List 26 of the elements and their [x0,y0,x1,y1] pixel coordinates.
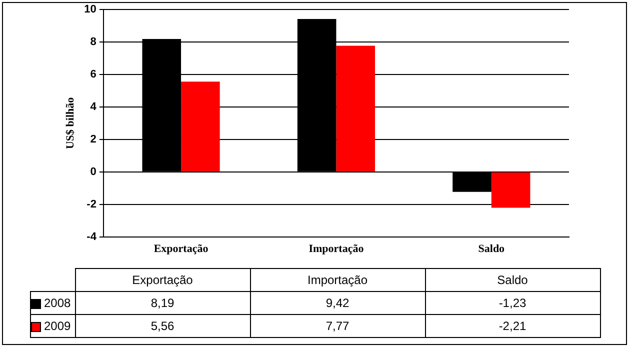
category-label: Exportação [132,273,193,287]
y-tick-label: 10 [84,4,96,16]
x-tick-label: Saldo [478,243,506,256]
x-tick-label: Exportação [154,243,209,256]
x-tick-label: Importação [308,243,364,256]
bar [181,82,220,172]
y-tick-label: 2 [90,133,96,146]
bar [336,46,376,172]
y-tick-label: 6 [90,68,96,81]
data-label: -1,23 [425,292,600,314]
data-label: 9,42 [250,292,425,314]
y-tick-label: 8 [90,36,96,48]
data-label: 5,56 [75,314,250,338]
legend-label: 2008 [30,292,75,314]
data-label: -2,21 [425,314,600,338]
y-axis-title: US$ bilhão [64,96,76,150]
category-label: Importação [307,273,368,287]
y-tick-label: 4 [90,101,98,114]
y-tick-label: -4 [86,230,98,243]
bar [491,172,530,208]
data-label: 8,19 [75,292,250,314]
data-label: 7,77 [250,314,425,338]
y-tick-label: 0 [90,166,96,178]
y-tick-label: -2 [86,198,96,210]
legend-label: 2009 [30,314,75,338]
category-label: Saldo [497,273,528,287]
